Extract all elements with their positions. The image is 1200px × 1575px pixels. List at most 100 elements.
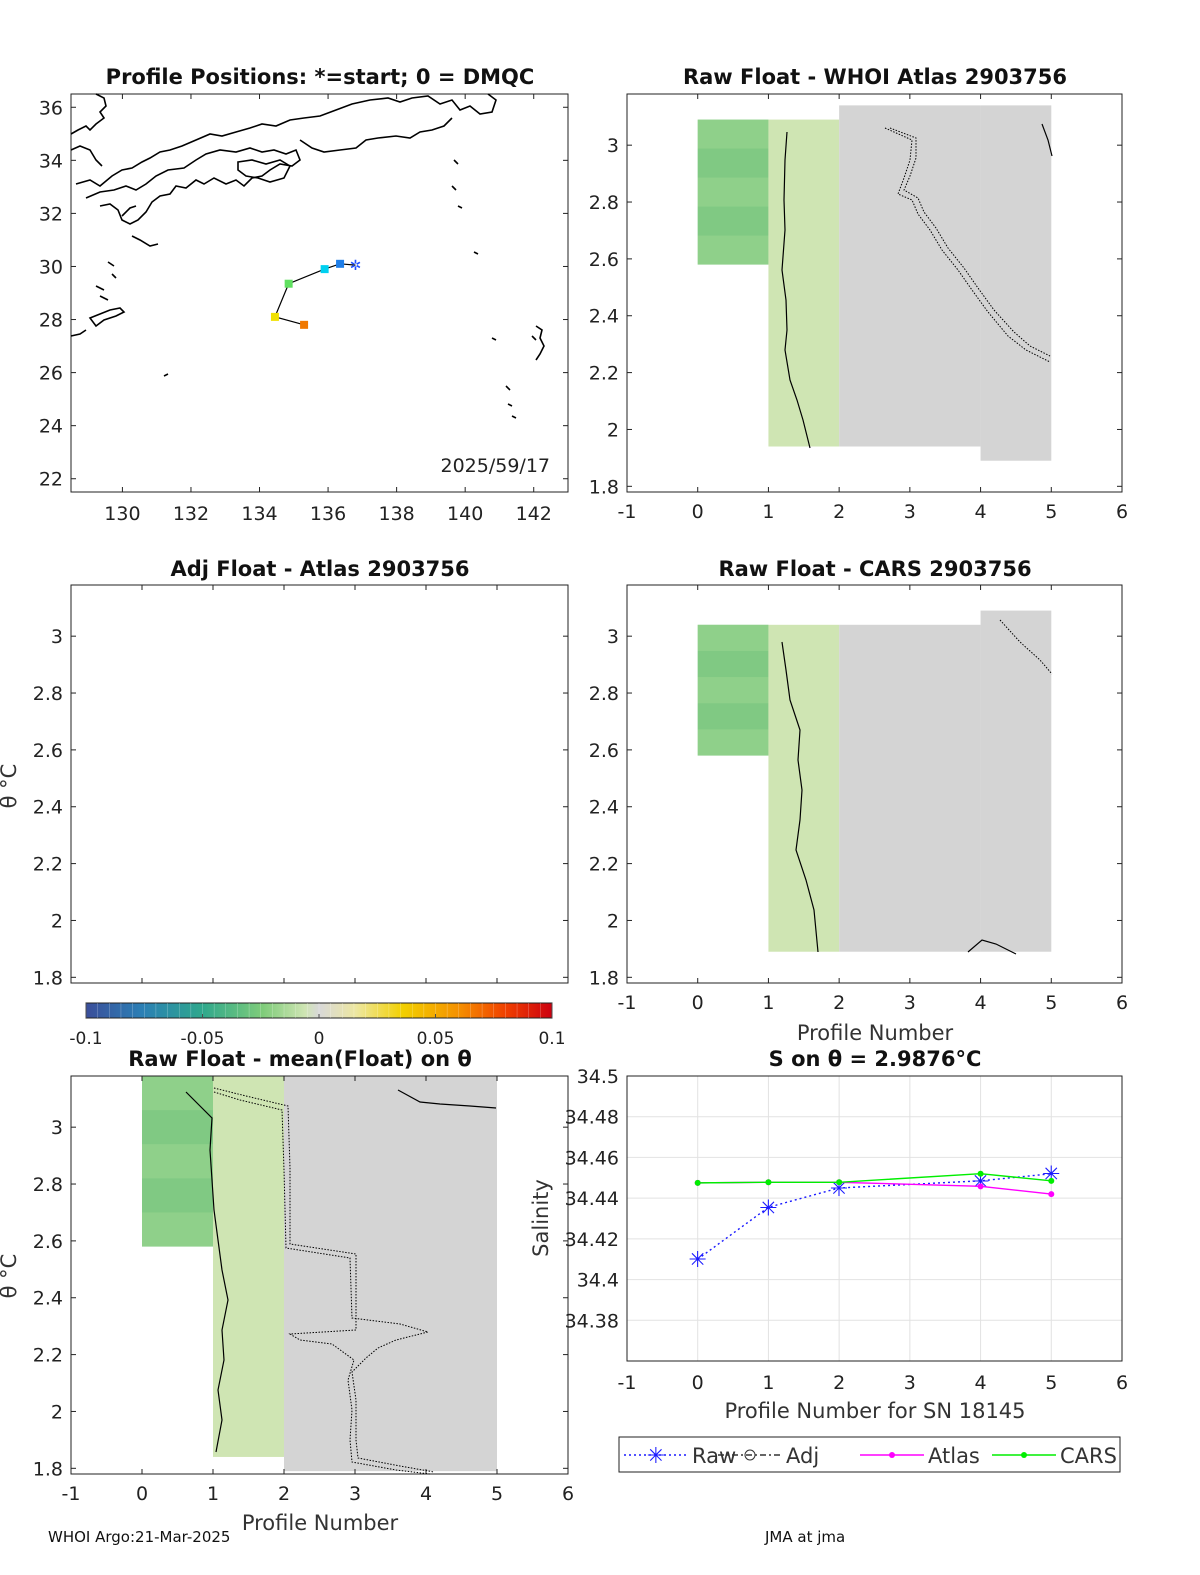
ytick-label: 2: [51, 910, 63, 932]
legend-marker-adj: [744, 1449, 756, 1461]
ytick-label: 2.6: [589, 249, 619, 271]
salinity-title: S on θ = 2.9876°C: [769, 1047, 982, 1071]
mean-xlabel: Profile Number: [242, 1511, 399, 1535]
cars-contours: [781, 619, 1053, 955]
xtick-label: 1: [762, 992, 774, 1014]
mean-axes: 1.8 2 2.2 2.4 2.6 2.8 3 -1 0 1 2 3 4 5 6: [33, 1075, 574, 1505]
track-point: [320, 265, 329, 274]
xtick-label: 5: [1045, 1372, 1057, 1394]
map-xtick-label: 142: [516, 503, 552, 525]
adj-ylabel: θ °C: [0, 764, 21, 809]
ytick-label: 1.8: [33, 1458, 63, 1480]
xtick-label: 2: [833, 992, 845, 1014]
map-date-label: 2025/59/17: [440, 455, 550, 477]
xtick-label: 0: [136, 1483, 148, 1505]
xtick-label: 2: [833, 501, 845, 523]
track-start-marker: ✲: [350, 258, 362, 274]
ytick-label: 34.42: [565, 1229, 619, 1251]
legend-marker-cars: [1021, 1452, 1027, 1458]
map-ytick-label: 28: [39, 310, 63, 332]
plot-background: [71, 585, 568, 983]
plot-frame: [626, 93, 1123, 493]
xtick-label: 4: [975, 1372, 987, 1394]
heatmap-subcell: [142, 1110, 213, 1145]
track-point: [270, 312, 279, 321]
series-point-cars: [1048, 1177, 1055, 1184]
ytick-label: 2: [607, 910, 619, 932]
heatmap-subcell: [697, 729, 769, 756]
mean-ylabel: θ °C: [0, 1254, 21, 1299]
plot-frame: [70, 1075, 569, 1475]
plot-background: [627, 1076, 1122, 1361]
ytick-label: 2.4: [33, 1288, 63, 1310]
xtick-label: 3: [904, 501, 916, 523]
plot-frame: [626, 584, 1123, 984]
track-point: [300, 320, 309, 329]
cars-title: Raw Float - CARS 2903756: [718, 557, 1031, 581]
xtick-label: 2: [278, 1483, 290, 1505]
xtick-label: 3: [904, 1372, 916, 1394]
mean-contours: [185, 1087, 497, 1475]
map-ytick-label: 30: [39, 256, 63, 278]
series-line-raw: [697, 1173, 1052, 1260]
cars-axes: 1.8 2 2.2 2.4 2.6 2.8 3 -1 0 1 2 3 4 5 6: [589, 584, 1128, 1014]
xtick-label: 0: [692, 501, 704, 523]
legend-marker-atlas: [889, 1452, 895, 1458]
heatmap-cell: [768, 119, 840, 447]
ytick-label: 2.4: [589, 306, 619, 328]
colorbar-tick-label: -0.05: [181, 1029, 225, 1049]
mean-title: Raw Float - mean(Float) on θ: [128, 1047, 472, 1071]
ytick-label: 1.8: [33, 967, 63, 989]
ytick-label: 2.2: [589, 363, 619, 385]
map-ytick-label: 26: [39, 363, 63, 385]
legend-label-raw: Raw: [692, 1444, 736, 1468]
plot-frame: [70, 584, 569, 984]
heatmap-subcell: [697, 206, 769, 236]
heatmap-subcell: [697, 148, 769, 178]
map-xtick-label: 140: [447, 503, 483, 525]
ytick-label: 2.4: [589, 797, 619, 819]
colorbar-tick-label: 0.1: [538, 1029, 565, 1049]
colorbar-tick-label: -0.1: [69, 1029, 102, 1049]
xtick-label: 3: [904, 992, 916, 1014]
ytick-label: 3: [607, 626, 619, 648]
ytick-label: 2.6: [33, 740, 63, 762]
footer-left: WHOI Argo:21-Mar-2025: [48, 1528, 231, 1546]
colorbar: -0.1 -0.05 0 0.05 0.1: [69, 1002, 566, 1049]
track-point: [336, 259, 345, 268]
series-point-raw: ✳: [830, 1177, 848, 1202]
map-xtick-label: 138: [378, 503, 414, 525]
salinity-legend: ✳ Raw Adj Atlas CARS: [618, 1436, 1121, 1473]
ytick-label: 3: [51, 626, 63, 648]
whoi-contours: [781, 123, 1053, 449]
legend-label-adj: Adj: [786, 1444, 819, 1468]
map-xtick-label: 132: [173, 503, 209, 525]
xtick-label: -1: [618, 501, 637, 523]
heatmap-subcell: [142, 1076, 213, 1111]
track-point: [284, 279, 293, 288]
heatmap-subcell: [697, 235, 769, 265]
xtick-label: 4: [420, 1483, 432, 1505]
map-axes: [70, 93, 569, 493]
xtick-label: 3: [349, 1483, 361, 1505]
heatmap-cell: [768, 624, 840, 952]
heatmap-cell: [980, 105, 1052, 461]
cars-xlabel: Profile Number: [797, 1021, 954, 1045]
ytick-label: 34.46: [565, 1147, 619, 1169]
ytick-label: 1.8: [589, 476, 619, 498]
map-xtick-label: 130: [104, 503, 140, 525]
xtick-label: -1: [62, 1483, 81, 1505]
colorbar-tick-label: 0: [314, 1029, 325, 1049]
heatmap-subcell: [697, 677, 769, 704]
xtick-label: 1: [207, 1483, 219, 1505]
plot-frame: [626, 1075, 1123, 1362]
map-xtick-label: 136: [310, 503, 346, 525]
heatmap-subcell: [697, 703, 769, 730]
xtick-label: -1: [618, 992, 637, 1014]
float-track: ✲: [270, 258, 362, 329]
legend-marker-raw: ✳: [647, 1444, 665, 1469]
xtick-label: -1: [618, 1372, 637, 1394]
heatmap-subcell: [697, 119, 769, 149]
adj-panel: Adj Float - Atlas 2903756 1.8 2 2.2 2.4 2.6 2…: [0, 557, 569, 989]
